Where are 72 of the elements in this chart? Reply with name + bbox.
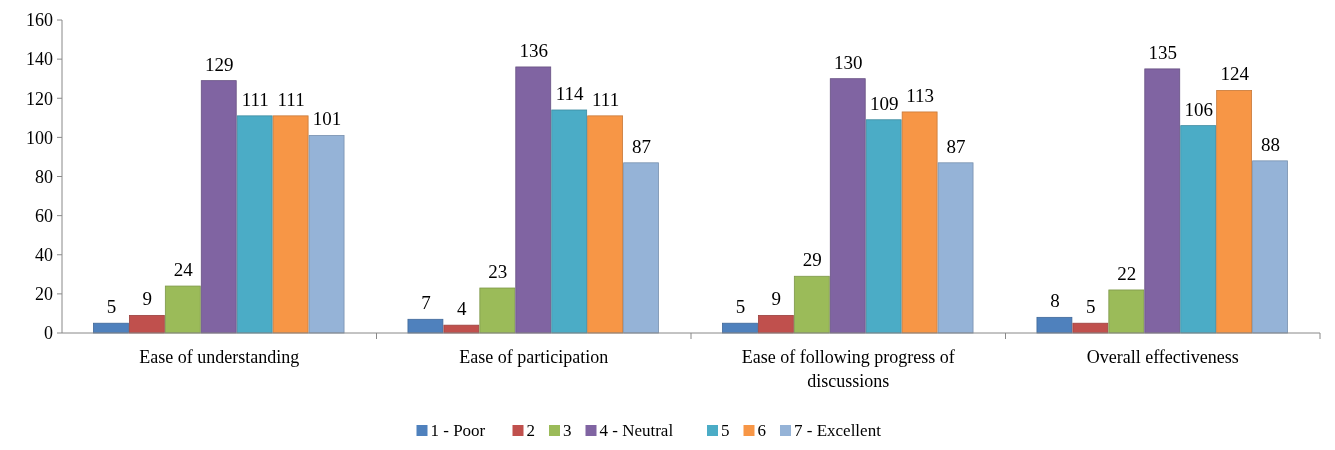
bar bbox=[757, 314, 794, 334]
bar bbox=[272, 115, 309, 334]
bar bbox=[1036, 316, 1073, 334]
data-label: 4 bbox=[457, 298, 468, 320]
data-label: 5 bbox=[1086, 296, 1096, 318]
y-tick-label: 100 bbox=[26, 127, 53, 148]
data-label: 109 bbox=[869, 92, 899, 114]
x-tick-label: Ease of participation bbox=[459, 347, 609, 367]
data-label: 87 bbox=[946, 135, 966, 157]
data-label: 88 bbox=[1261, 133, 1281, 155]
data-label: 135 bbox=[1148, 41, 1177, 63]
bar bbox=[1144, 68, 1181, 334]
bar bbox=[937, 162, 974, 334]
data-label: 24 bbox=[173, 259, 194, 281]
bar bbox=[1180, 125, 1217, 334]
bar bbox=[1216, 90, 1252, 334]
data-label: 22 bbox=[1117, 262, 1137, 284]
y-tick-label: 40 bbox=[35, 245, 53, 266]
legend-label: 7 - Excellent bbox=[794, 421, 882, 440]
data-label: 5 bbox=[735, 296, 746, 318]
data-label: 7 bbox=[421, 292, 431, 314]
data-label: 9 bbox=[142, 288, 153, 310]
bar bbox=[407, 318, 444, 334]
y-tick-label: 140 bbox=[26, 49, 53, 70]
bar bbox=[164, 285, 201, 334]
bar bbox=[515, 66, 552, 334]
data-label: 136 bbox=[519, 39, 548, 61]
y-tick-label: 0 bbox=[44, 323, 53, 344]
bar bbox=[308, 135, 345, 334]
y-tick-label: 60 bbox=[35, 205, 53, 226]
x-tick-label: Ease of understanding bbox=[139, 347, 300, 367]
data-label: 23 bbox=[488, 261, 508, 283]
bar bbox=[587, 115, 624, 334]
y-tick-label: 160 bbox=[26, 10, 53, 31]
bar bbox=[200, 80, 237, 334]
data-label: 9 bbox=[771, 288, 782, 310]
legend-label: 5 bbox=[721, 421, 730, 440]
bar bbox=[901, 111, 938, 334]
data-label: 5 bbox=[106, 296, 117, 318]
bar bbox=[236, 115, 273, 334]
data-label: 101 bbox=[312, 108, 342, 130]
bar bbox=[1108, 289, 1145, 334]
data-label: 113 bbox=[906, 84, 935, 106]
data-label: 129 bbox=[205, 53, 234, 75]
data-label: 106 bbox=[1184, 98, 1213, 120]
x-tick-label: Overall effectiveness bbox=[1086, 347, 1239, 367]
data-label: 130 bbox=[834, 51, 863, 73]
data-label: 111 bbox=[241, 88, 269, 110]
bar bbox=[479, 287, 516, 334]
y-tick-label: 20 bbox=[35, 284, 53, 305]
legend-label: 2 bbox=[526, 421, 535, 440]
data-label: 111 bbox=[277, 88, 305, 110]
bar bbox=[865, 119, 902, 334]
bar bbox=[623, 162, 659, 334]
legend-label: 3 bbox=[563, 421, 572, 440]
bar bbox=[793, 275, 830, 334]
bar bbox=[829, 78, 866, 334]
legend-label: 1 - Poor bbox=[430, 421, 486, 440]
legend-label: 4 - Neutral bbox=[599, 421, 674, 440]
data-label: 114 bbox=[555, 82, 585, 104]
bar bbox=[128, 314, 165, 334]
data-label: 124 bbox=[1220, 63, 1250, 85]
data-label: 29 bbox=[802, 249, 822, 271]
data-label: 8 bbox=[1050, 290, 1060, 312]
legend-label: 6 bbox=[757, 421, 766, 440]
data-label: 111 bbox=[592, 88, 620, 110]
bar bbox=[551, 109, 588, 334]
bar bbox=[1252, 160, 1288, 334]
data-label: 87 bbox=[632, 135, 652, 157]
y-tick-label: 120 bbox=[26, 88, 53, 109]
y-tick-label: 80 bbox=[35, 166, 53, 187]
x-tick-label: Ease of following progress of discussions bbox=[741, 347, 955, 391]
